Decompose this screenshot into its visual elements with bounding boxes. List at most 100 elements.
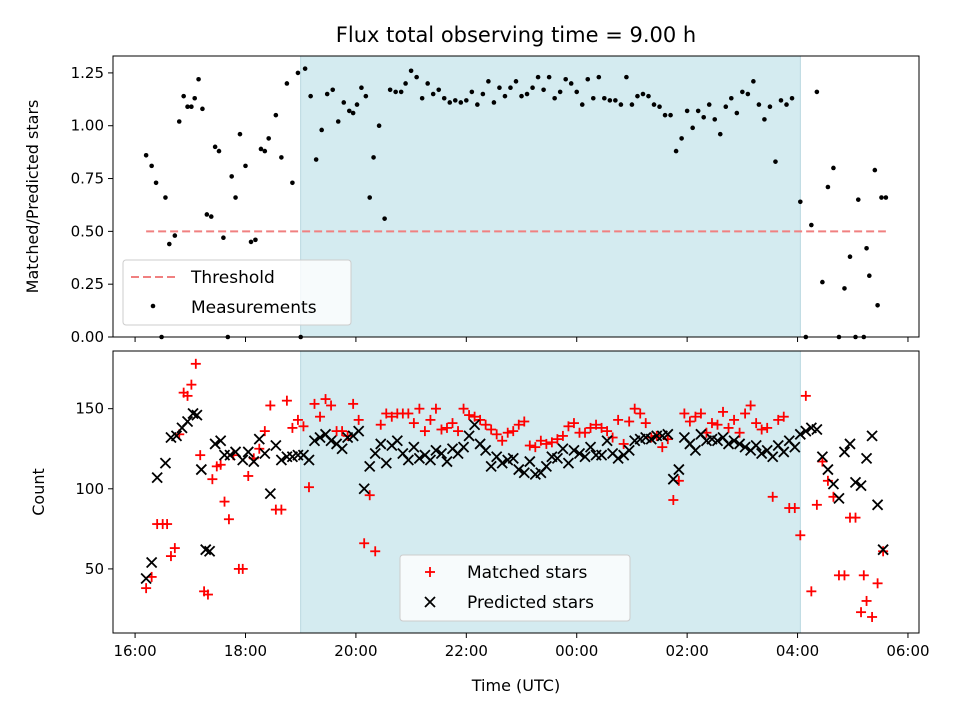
measurement-point [324,91,330,97]
matched-star-point [657,442,668,453]
measurement-point [831,165,836,171]
matched-star-point [326,400,337,411]
measurement-point [414,74,419,80]
matched-star-point [254,443,265,454]
predicted-star-point [375,438,387,450]
matched-star-point [276,504,287,515]
matched-star-point [756,424,767,435]
predicted-star-point [218,449,231,461]
matched-star-point [186,379,197,390]
measurement-point [335,119,341,124]
measurement-point [668,112,673,118]
measurement-point [798,199,803,205]
matched-star-point [292,414,303,425]
predicted-star-point [325,435,337,447]
bottom-y-tick-label: 100 [75,480,104,498]
predicted-star-point [540,460,552,473]
matched-star-point [337,426,348,437]
legend-measurements-swatch [150,303,156,309]
matched-star-point [817,456,828,467]
predicted-star-point [789,441,801,453]
predicted-star-point [507,452,519,464]
measurement-point [185,104,190,110]
matched-star-point [353,414,364,425]
bottom-panel: 50 100 150 16:00 18:00 20:00 22:00 00:00 02:00 0… [29,350,930,695]
matched-star-point [458,403,469,414]
predicted-star-point [253,433,265,445]
measurement-point [302,66,308,71]
matched-star-point [165,551,176,562]
measurement-point [751,79,756,84]
matched-star-point [668,495,679,506]
matched-star-point [202,589,213,600]
matched-star-point [541,438,552,449]
measurement-point [513,79,519,84]
measurement-point [229,174,234,179]
measurement-point [143,153,149,158]
matched-star-point [878,546,889,557]
measurement-point [789,95,795,101]
measurement-point [172,233,178,238]
predicted-star-point [408,441,420,453]
measurement-point [497,85,502,90]
measurement-point [530,85,535,90]
bottom-y-tick-label: 50 [85,560,104,578]
measurement-point [149,163,154,169]
matched-star-point [530,442,541,453]
predicted-star-point [811,423,823,436]
measurement-point [814,89,820,95]
measurement-point [308,93,313,99]
measurement-point [480,91,486,97]
measurement-point [546,74,552,80]
bottom-y-tick-label: 150 [75,400,104,418]
legend-predicted-swatch [424,596,436,608]
measurement-point [502,93,508,99]
measurement-point [403,81,408,86]
matched-star-point [195,450,206,461]
predicted-star-point [203,545,216,557]
predicted-star-point [215,435,227,447]
measurement-point [745,91,751,97]
measurement-point [196,76,201,82]
predicted-star-point [314,431,326,444]
measurement-point [629,102,635,107]
predicted-star-point [833,492,845,505]
predicted-star-point [800,425,812,437]
predicted-star-point [767,451,779,463]
matched-star-point [502,427,513,438]
matched-star-point [348,398,359,409]
predicted-star-point [822,463,834,476]
matched-star-point [215,459,226,470]
measurement-point [579,102,585,107]
bottom-x-tick-label: 02:00 [666,642,709,660]
bottom-x-tick-label: 20:00 [334,642,377,660]
predicted-star-point [518,467,530,479]
measurement-point [359,85,364,90]
predicted-star-point [733,438,746,450]
matched-star-point [795,530,806,541]
predicted-star-point [303,454,315,466]
matched-star-point [723,422,734,433]
matched-star-point [591,419,602,430]
predicted-star-point [756,447,768,460]
matched-star-point [237,563,248,574]
matched-star-point [563,421,574,432]
matched-star-point [414,403,425,414]
matched-star-point [486,424,497,435]
predicted-star-point [513,463,525,476]
measurement-point [436,87,442,93]
measurement-point [266,136,271,141]
matched-star-point [546,437,557,448]
predicted-star-point [866,430,878,442]
matched-star-point [508,426,519,437]
predicted-star-point [391,435,403,447]
matched-star-point [773,414,784,425]
matched-star-point [706,418,717,429]
measurement-point [441,95,447,101]
measurement-point [557,89,563,95]
matched-star-point [436,424,447,435]
predicted-star-point [264,487,276,500]
measurement-point [607,98,613,103]
legend-matched-swatch [425,567,435,577]
matched-star-point [469,411,480,422]
